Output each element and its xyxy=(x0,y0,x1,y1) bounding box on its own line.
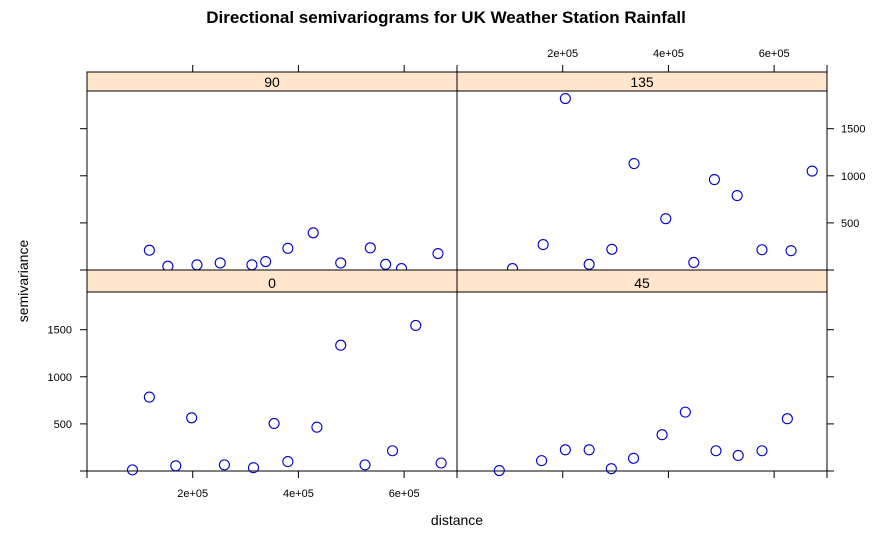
data-point-0-12 xyxy=(410,319,422,331)
data-point-45-0 xyxy=(493,464,505,477)
data-point-45-1 xyxy=(536,455,548,467)
x-tick-label-top-0: 2e+05 xyxy=(547,48,578,60)
y-tick-label-right-1: 1000 xyxy=(841,171,865,183)
data-point-45-6 xyxy=(656,429,668,441)
panels-group: 90 135 0 45 2e+05 2e+05 4e+05 4e+05 6e+05 6e+05 50… xyxy=(48,48,866,500)
data-point-135-5 xyxy=(628,157,640,170)
data-point-135-10 xyxy=(756,244,768,256)
strip-label-0: 0 xyxy=(268,275,276,291)
data-point-45-3 xyxy=(583,444,595,456)
data-point-45-8 xyxy=(710,445,722,457)
data-point-45-4 xyxy=(605,463,617,475)
x-tick-label-bottom-2: 6e+05 xyxy=(389,488,420,500)
data-point-90-10 xyxy=(380,258,392,270)
data-point-90-4 xyxy=(246,259,258,271)
data-point-45-9 xyxy=(732,449,744,462)
x-axis-label: distance xyxy=(431,512,483,528)
data-point-0-3 xyxy=(186,412,198,424)
y-tick-label-left-1: 1000 xyxy=(48,372,72,384)
strip-label-135: 135 xyxy=(630,74,654,90)
y-tick-label-left-2: 1500 xyxy=(48,325,72,337)
data-point-135-6 xyxy=(660,213,672,225)
data-point-0-2 xyxy=(170,460,182,472)
panel-frame-90 xyxy=(86,71,458,271)
panel-frame-135 xyxy=(456,71,828,271)
data-point-135-11 xyxy=(785,245,797,257)
x-tick-label-bottom-1: 4e+05 xyxy=(283,488,314,500)
chart-title: Directional semivariograms for UK Weathe… xyxy=(206,8,686,27)
data-point-0-13 xyxy=(435,457,447,469)
data-point-0-9 xyxy=(335,339,347,351)
panel-frame-45 xyxy=(456,269,828,472)
y-tick-label-right-0: 500 xyxy=(841,218,859,230)
data-point-45-5 xyxy=(627,452,640,464)
strip-label-90: 90 xyxy=(264,74,280,90)
data-point-90-2 xyxy=(191,259,203,271)
data-point-135-4 xyxy=(606,243,618,255)
data-point-45-10 xyxy=(756,445,768,457)
panel-frame-0 xyxy=(86,269,458,472)
data-point-0-8 xyxy=(311,421,323,433)
data-point-90-8 xyxy=(335,257,347,269)
data-point-135-9 xyxy=(731,190,743,202)
data-point-0-10 xyxy=(359,459,371,471)
data-point-45-7 xyxy=(679,406,691,418)
data-point-0-11 xyxy=(386,445,399,457)
data-point-0-1 xyxy=(143,391,155,403)
x-tick-label-bottom-0: 2e+05 xyxy=(177,488,208,500)
strip-label-45: 45 xyxy=(634,275,650,291)
x-tick-label-top-2: 6e+05 xyxy=(759,48,790,60)
y-tick-label-right-2: 1500 xyxy=(841,124,865,136)
y-axis-label: semivariance xyxy=(15,240,31,323)
data-point-90-0 xyxy=(143,244,155,256)
data-point-0-5 xyxy=(247,462,260,474)
data-point-90-7 xyxy=(307,227,319,239)
data-point-0-4 xyxy=(218,459,230,471)
data-point-45-2 xyxy=(559,444,571,456)
data-point-135-1 xyxy=(537,239,549,251)
data-point-45-11 xyxy=(781,413,793,425)
data-point-90-9 xyxy=(364,242,376,254)
data-point-90-12 xyxy=(432,247,444,260)
data-point-135-12 xyxy=(806,165,818,177)
data-point-0-6 xyxy=(268,417,280,429)
data-point-0-7 xyxy=(282,456,294,468)
data-point-135-7 xyxy=(688,256,700,269)
data-point-90-3 xyxy=(214,257,226,269)
data-point-90-5 xyxy=(260,255,272,268)
x-tick-label-top-1: 4e+05 xyxy=(653,48,684,60)
data-point-0-0 xyxy=(126,464,139,476)
data-point-90-6 xyxy=(282,242,294,254)
data-point-135-8 xyxy=(708,174,720,186)
data-point-135-3 xyxy=(583,258,595,270)
y-tick-label-left-0: 500 xyxy=(54,419,72,431)
data-point-135-2 xyxy=(559,92,571,105)
